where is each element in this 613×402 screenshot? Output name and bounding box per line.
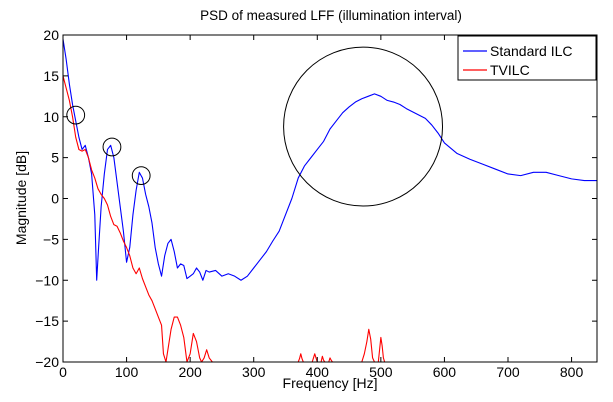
- y-tick-label: −5: [43, 231, 59, 247]
- series-line-tvilc-segment-2: [311, 353, 318, 362]
- x-tick-label: 300: [242, 364, 266, 380]
- y-tick-label: 0: [51, 191, 59, 207]
- legend-label-tvilc: TVILC: [490, 62, 530, 78]
- annotation-circle-3: [131, 166, 151, 186]
- annotation-circle-4: [283, 46, 444, 207]
- legend-box: [457, 35, 597, 81]
- x-tick-label: 0: [59, 364, 67, 380]
- y-tick-label: 20: [43, 27, 59, 43]
- x-tick-label: 200: [178, 364, 202, 380]
- x-tick-label: 500: [369, 364, 393, 380]
- annotation-circle-1: [66, 105, 86, 125]
- x-tick-label: 800: [560, 364, 584, 380]
- series-line-tvilc: [63, 75, 213, 362]
- x-axis-label: Frequency [Hz]: [283, 375, 378, 391]
- y-tick-label: −20: [35, 354, 59, 370]
- x-tick-label: 400: [306, 364, 330, 380]
- series-line-tvilc-segment-1: [297, 353, 305, 362]
- y-tick-label: 5: [51, 150, 59, 166]
- x-tick-label: 100: [115, 364, 139, 380]
- series-line-tvilc-segment-5: [361, 328, 377, 362]
- y-tick-label: 15: [43, 68, 59, 84]
- series-line-tvilc-segment-4: [328, 357, 333, 362]
- series-line-tvilc-segment-3: [320, 355, 326, 362]
- annotation-circle-2: [102, 137, 122, 157]
- series-line-tvilc-segment-6: [377, 336, 386, 362]
- series-line-standard-ilc: [63, 39, 597, 281]
- y-tick-label: −10: [35, 272, 59, 288]
- chart-title: PSD of measured LFF (illumination interv…: [200, 8, 462, 23]
- x-tick-label: 600: [433, 364, 457, 380]
- legend: Standard ILC TVILC: [457, 35, 597, 81]
- y-tick-label: −15: [35, 313, 59, 329]
- x-tick-label: 700: [496, 364, 520, 380]
- y-tick-label: 10: [43, 109, 59, 125]
- legend-label-standard-ilc: Standard ILC: [490, 43, 573, 59]
- y-axis-label: Magnitude [dB]: [13, 151, 29, 245]
